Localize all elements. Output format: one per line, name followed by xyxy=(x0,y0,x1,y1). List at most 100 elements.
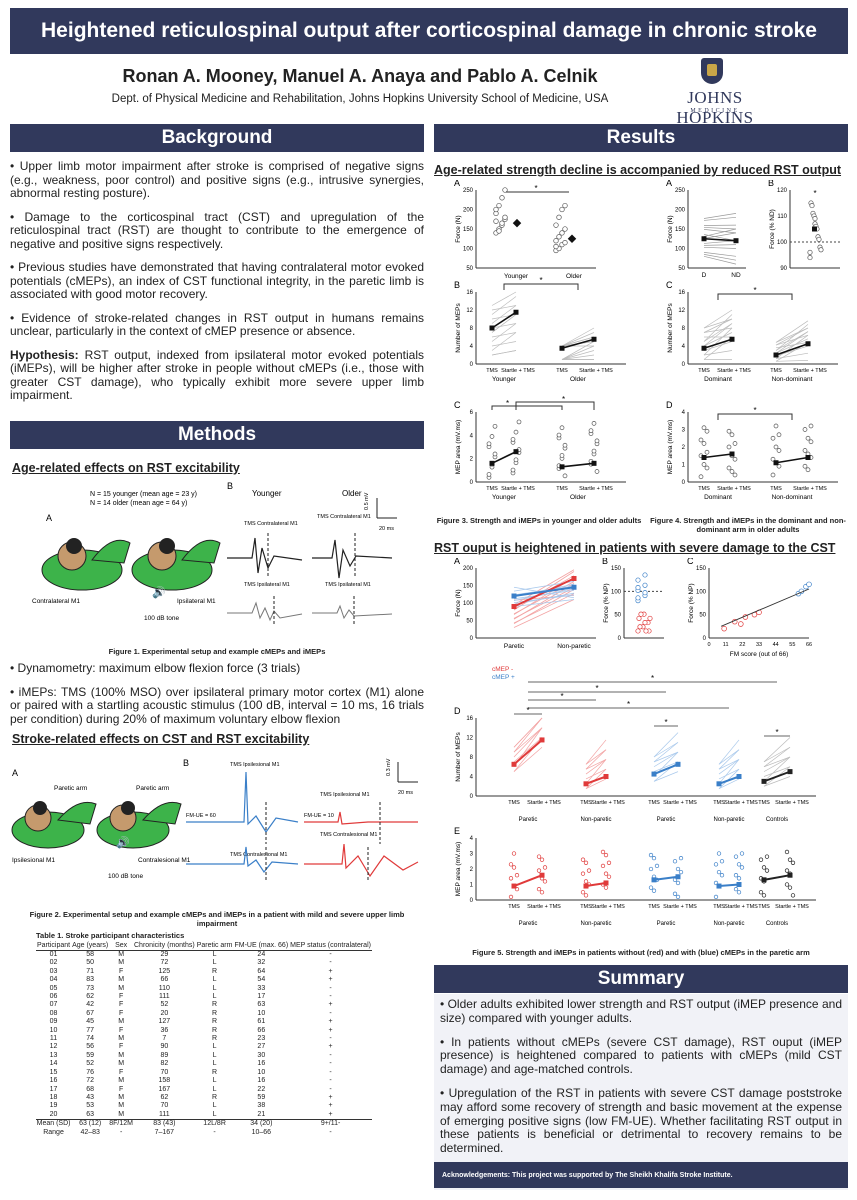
tick-label: 0 xyxy=(682,362,686,368)
table-cell: M xyxy=(118,951,125,958)
data-point xyxy=(642,572,648,578)
table-cell: R xyxy=(212,1026,218,1034)
data-point xyxy=(580,890,586,895)
tick-label: 16 xyxy=(466,716,473,722)
significance-star: * xyxy=(753,286,756,295)
table-cell: 42 xyxy=(86,1001,95,1009)
x-label: TMS xyxy=(770,486,782,492)
x-label: Older xyxy=(570,376,587,383)
axis-label: Force (N) xyxy=(455,589,462,616)
significance-bar xyxy=(515,401,595,410)
data-point xyxy=(600,863,606,869)
panel-label: C xyxy=(687,558,694,566)
table-cell: 68 xyxy=(86,1085,95,1093)
subject-line xyxy=(491,305,517,311)
x-label: Non-paretic xyxy=(580,921,611,927)
subject-line xyxy=(703,254,737,261)
x-label: Startle + TMS xyxy=(579,368,613,374)
table-header-cell: MEP status (contralateral) xyxy=(289,942,372,951)
table-cell: - xyxy=(329,1051,332,1059)
data-point xyxy=(719,859,725,864)
table-cell: 8F/12M xyxy=(109,1119,133,1129)
imep-trace xyxy=(227,601,303,622)
data-point xyxy=(562,202,568,209)
data-point xyxy=(591,421,597,426)
table-cell: L xyxy=(212,1102,217,1110)
significance-star: * xyxy=(753,406,756,415)
tick-label: 50 xyxy=(699,613,706,619)
data-point xyxy=(805,467,811,473)
data-point xyxy=(701,441,707,446)
tick-label: 1 xyxy=(682,463,686,469)
subject-line xyxy=(703,350,733,356)
table-cell: 50 xyxy=(86,959,95,967)
cmep-trace xyxy=(312,539,393,579)
tick-label: 0 xyxy=(470,480,474,486)
background-text: • Upper limb motor impairment after stro… xyxy=(10,159,424,413)
figure-2-caption: Figure 2. Experimental setup and example… xyxy=(29,910,405,928)
subject-line xyxy=(703,341,733,351)
mean-marker xyxy=(773,352,779,358)
data-point xyxy=(736,890,742,895)
table-cell: 7–167 xyxy=(154,1128,175,1136)
data-point xyxy=(559,453,565,458)
methods-subheading-stroke: Stroke-related effects on CST and RST ex… xyxy=(12,732,310,746)
participant-illustration: Contralateral M1 xyxy=(32,538,131,605)
table-cell: L xyxy=(212,1077,217,1085)
table-cell: R xyxy=(212,1035,218,1043)
data-point xyxy=(603,852,609,858)
data-point xyxy=(580,871,586,876)
subject-line xyxy=(513,588,575,601)
x-label: Younger xyxy=(504,273,529,280)
data-point xyxy=(726,465,732,471)
data-point xyxy=(770,472,776,478)
data-point xyxy=(580,857,586,862)
data-point xyxy=(502,214,508,220)
mean-marker xyxy=(511,604,517,609)
table-caption: Table 1. Stroke participant characterist… xyxy=(36,931,185,940)
mean-marker xyxy=(773,460,779,466)
x-label: Younger xyxy=(492,494,517,501)
cmep-trace xyxy=(186,771,299,834)
subject-line xyxy=(585,768,607,780)
table-cell: L xyxy=(212,1051,217,1059)
x-label: Startle + TMS xyxy=(579,486,613,492)
svg-text:A: A xyxy=(46,513,52,523)
tick-label: 2 xyxy=(470,867,474,873)
table-row: Mean (SD) 63 (12) 8F/12M 83 (43) 12L/8R 34 (2… xyxy=(36,1119,372,1129)
table-cell: F xyxy=(118,1043,124,1051)
table-cell: F xyxy=(118,967,124,975)
tick-label: 8 xyxy=(470,326,474,332)
data-point xyxy=(510,467,516,473)
table-cell: 83 xyxy=(86,976,95,984)
significance-star: * xyxy=(627,700,630,709)
subject-line xyxy=(491,323,517,329)
panel-label: A xyxy=(666,180,672,188)
tick-label: 110 xyxy=(777,214,787,220)
significance-star: * xyxy=(651,674,654,683)
subject-line xyxy=(513,737,543,763)
x-label: Startle + TMS xyxy=(663,904,697,910)
table-cell: F xyxy=(118,993,124,1001)
data-point xyxy=(736,862,742,867)
table-cell: 03 xyxy=(49,967,58,975)
data-point xyxy=(807,249,813,255)
panel-label: A xyxy=(454,558,460,566)
data-point xyxy=(701,462,707,467)
subject-line xyxy=(703,327,733,356)
n-older: N = 14 older (mean age = 64 y) xyxy=(90,500,187,507)
mean-marker xyxy=(583,883,589,889)
x-label: Startle + TMS xyxy=(591,800,625,806)
svg-text:B: B xyxy=(227,481,233,491)
mean-marker xyxy=(567,234,577,243)
subject-line xyxy=(513,599,575,628)
data-point xyxy=(562,442,568,448)
mean-line xyxy=(513,874,543,887)
table-header-cell: Chronicity (months) xyxy=(133,942,196,951)
data-point xyxy=(642,620,648,626)
data-point xyxy=(713,862,719,867)
table-cell: - xyxy=(329,984,332,992)
svg-text:TMS Ipsilesional M1: TMS Ipsilesional M1 xyxy=(320,792,370,798)
table-cell: 89 xyxy=(160,1051,169,1059)
